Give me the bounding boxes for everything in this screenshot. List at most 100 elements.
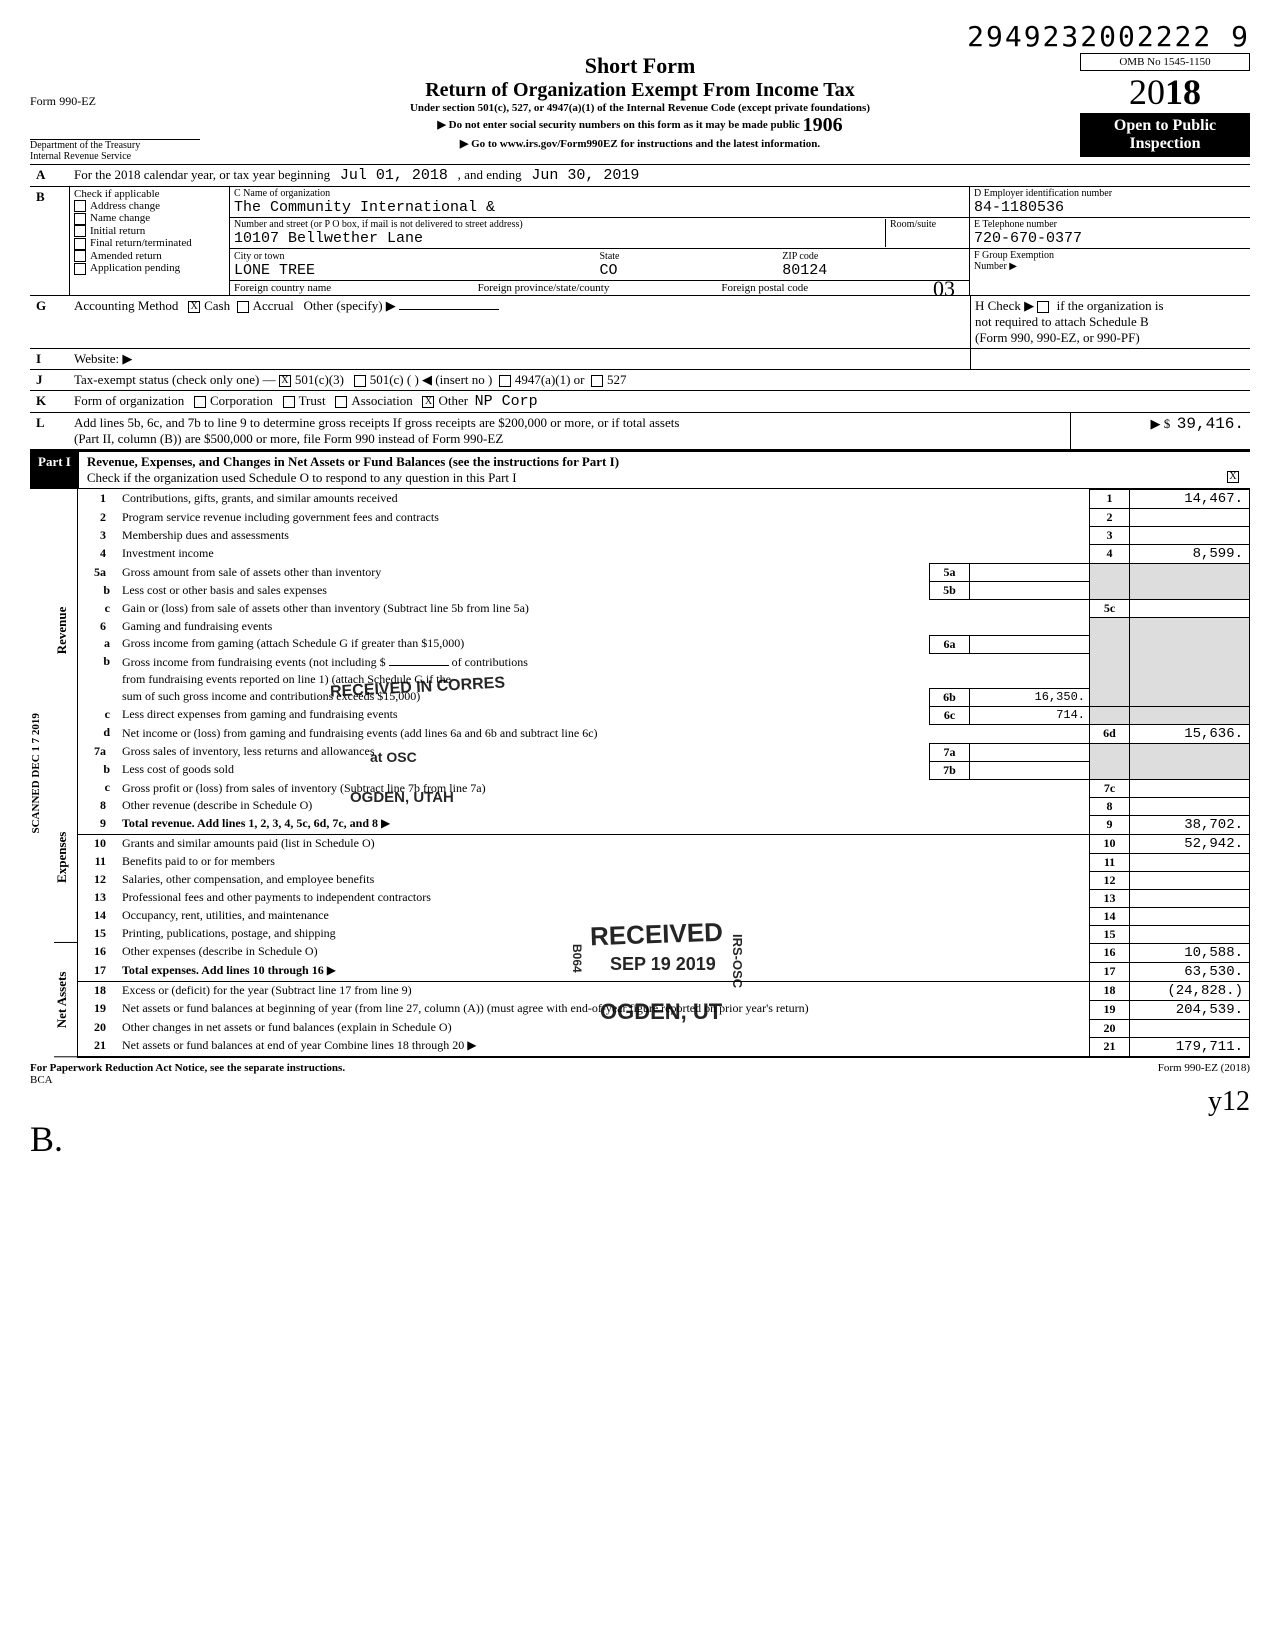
open-public-2: Inspection (1084, 135, 1246, 153)
side-netassets: Net Assets (54, 943, 77, 1057)
line-5c-desc: Gain or (loss) from sale of assets other… (118, 600, 1090, 618)
zip-label: ZIP code (782, 251, 818, 262)
cb-final-return[interactable] (74, 238, 86, 250)
cb-h[interactable] (1037, 301, 1049, 313)
b-item-3: Final return/terminated (90, 237, 192, 249)
line-5c-amt (1130, 600, 1250, 618)
handwritten-y12: y12 (30, 1086, 1250, 1118)
cb-corp[interactable] (194, 396, 206, 408)
line-13-desc: Professional fees and other payments to … (118, 889, 1090, 907)
b-item-2: Initial return (90, 225, 145, 237)
handwritten-1906: 1906 (803, 114, 843, 136)
b-item-4: Amended return (90, 250, 162, 262)
cb-trust[interactable] (283, 396, 295, 408)
line-4-desc: Investment income (118, 545, 1090, 564)
line-21-desc: Net assets or fund balances at end of ye… (122, 1038, 464, 1052)
footer-bca: BCA (30, 1074, 53, 1086)
dept-irs: Internal Revenue Service (30, 151, 200, 162)
line-15-desc: Printing, publications, postage, and shi… (118, 925, 1090, 943)
line-11-desc: Benefits paid to or for members (118, 853, 1090, 871)
cb-name-change[interactable] (74, 213, 86, 225)
side-scanned: SCANNED DEC 1 7 2019 (30, 489, 54, 1058)
phone: 720-670-0377 (974, 230, 1246, 247)
cb-527[interactable] (591, 375, 603, 387)
cb-accrual[interactable] (237, 301, 249, 313)
line-12-desc: Salaries, other compensation, and employ… (118, 871, 1090, 889)
line-4-amt: 8,599. (1130, 545, 1250, 564)
g-cash: Cash (204, 298, 230, 313)
label-k: K (30, 391, 70, 412)
line-9-desc: Total revenue. Add lines 1, 2, 3, 4, 5c,… (122, 816, 378, 830)
year-suffix: 18 (1165, 72, 1201, 112)
line-9-amt: 38,702. (1130, 815, 1250, 834)
g-accrual: Accrual (253, 298, 294, 313)
state-label: State (600, 251, 620, 262)
label-a: A (30, 165, 70, 186)
side-revenue: Revenue (54, 489, 77, 772)
address: 10107 Bellwether Lane (234, 230, 885, 247)
k-other: Other (438, 393, 468, 408)
city: LONE TREE (234, 262, 315, 279)
b-item-1: Name change (90, 212, 150, 224)
k-other-val: NP Corp (475, 393, 538, 410)
g-other: Other (specify) (303, 298, 382, 313)
k-corp: Corporation (210, 393, 273, 408)
j-501c: 501(c) ( (370, 372, 412, 387)
line-1-desc: Contributions, gifts, grants, and simila… (118, 490, 1090, 509)
dept-treasury: Department of the Treasury (30, 139, 200, 151)
title-short-form: Short Form (210, 53, 1070, 79)
line-17-amt: 63,530. (1130, 962, 1250, 981)
instr-ssn: Do not enter social security numbers on … (449, 119, 800, 131)
line-6b-pre: Gross income from fundraising events (no… (122, 655, 386, 669)
line-a-text: For the 2018 calendar year, or tax year … (74, 167, 330, 182)
e-label: E Telephone number (974, 219, 1246, 230)
cb-initial-return[interactable] (74, 225, 86, 237)
line-1-amt: 14,467. (1130, 490, 1250, 509)
line-16-desc: Other expenses (describe in Schedule O) (118, 943, 1090, 962)
cb-assoc[interactable] (335, 396, 347, 408)
foreign-prov-label: Foreign province/state/county (478, 282, 722, 294)
line-5b-mid (970, 582, 1090, 600)
state: CO (600, 262, 618, 279)
cb-amended-return[interactable] (74, 250, 86, 262)
cb-cash[interactable]: X (188, 301, 200, 313)
line-2-amt (1130, 509, 1250, 527)
part1-label: Part I (30, 452, 79, 488)
l-text2: (Part II, column (B)) are $500,000 or mo… (74, 431, 503, 446)
line-19-amt: 204,539. (1130, 1000, 1250, 1019)
cb-501c[interactable] (354, 375, 366, 387)
cb-part1-scho[interactable]: X (1227, 471, 1239, 483)
line-20-desc: Other changes in net assets or fund bala… (118, 1019, 1090, 1037)
line-16-amt: 10,588. (1130, 943, 1250, 962)
line-10-desc: Grants and similar amounts paid (list in… (118, 834, 1090, 853)
f-label: F Group Exemption (974, 250, 1246, 261)
document-number: 2949232002222 9 (30, 20, 1250, 53)
instr-goto: Go to www.irs.gov/Form990EZ for instruct… (471, 138, 820, 150)
line-7b-desc: Less cost of goods sold (118, 761, 930, 779)
j-insert: ) ◀ (insert no ) (414, 372, 492, 387)
j-label: Tax-exempt status (check only one) — (74, 372, 276, 387)
line-6b-post: of contributions (452, 655, 528, 669)
cb-address-change[interactable] (74, 200, 86, 212)
line-6b-mid: 16,350. (970, 688, 1090, 706)
label-i: I (30, 349, 70, 369)
line-3-amt (1130, 527, 1250, 545)
cb-application-pending[interactable] (74, 263, 86, 275)
footer-left: For Paperwork Reduction Act Notice, see … (30, 1062, 345, 1074)
period-mid: , and ending (458, 167, 522, 182)
label-l: L (30, 413, 70, 449)
g-label: Accounting Method (74, 298, 178, 313)
cb-4947[interactable] (499, 375, 511, 387)
line-6a-desc: Gross income from gaming (attach Schedul… (118, 635, 930, 653)
k-label: Form of organization (74, 393, 184, 408)
period-begin: Jul 01, 2018 (340, 167, 448, 184)
line-6-desc: Gaming and fundraising events (118, 618, 1090, 636)
room-label: Room/suite (890, 219, 965, 230)
line-19-desc: Net assets or fund balances at beginning… (118, 1000, 1090, 1019)
line-2-desc: Program service revenue including govern… (118, 509, 1090, 527)
line-5a-mid (970, 564, 1090, 582)
cb-other[interactable]: X (422, 396, 434, 408)
line-7c-desc: Gross profit or (loss) from sales of inv… (118, 779, 1090, 797)
d-label: D Employer identification number (974, 188, 1246, 199)
cb-501c3[interactable]: X (279, 375, 291, 387)
